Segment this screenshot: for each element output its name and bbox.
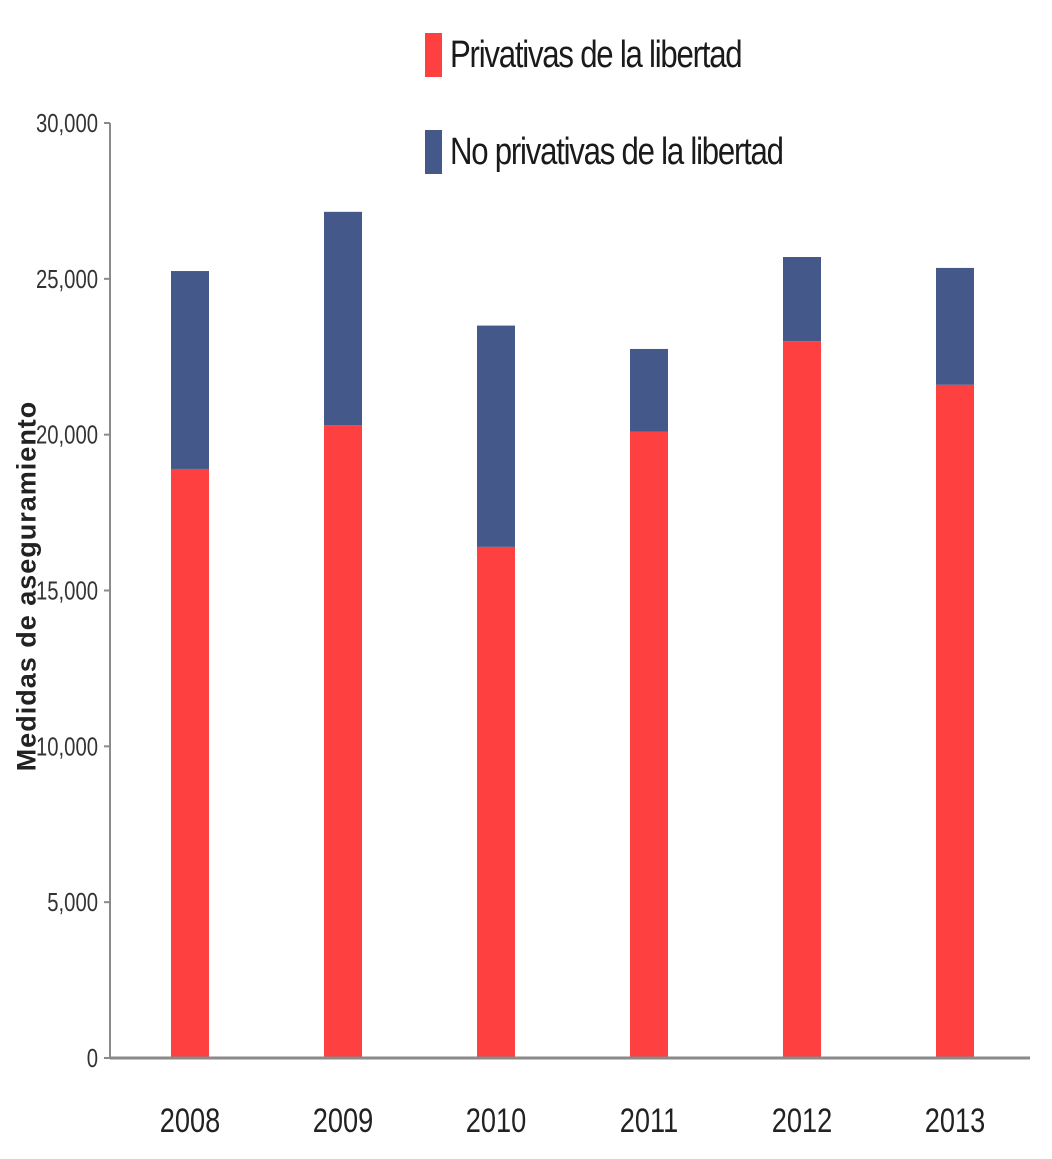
y-tick-label: 20,000 — [36, 420, 98, 449]
bar-privativas — [936, 384, 974, 1058]
y-tick-label: 25,000 — [36, 264, 98, 293]
y-tick-label: 30,000 — [36, 109, 98, 138]
x-tick-label: 2013 — [925, 1101, 985, 1140]
bar-privativas — [630, 431, 668, 1058]
y-tick-label: 5,000 — [47, 888, 98, 917]
x-tick-label: 2010 — [466, 1101, 526, 1140]
x-tick-label: 2012 — [772, 1101, 832, 1140]
y-tick-label: 10,000 — [36, 732, 98, 761]
bar-privativas — [324, 425, 362, 1059]
legend-item-privativas: Privativas de la libertad — [425, 30, 856, 80]
y-tick-label: 15,000 — [36, 576, 98, 605]
x-tick-label: 2009 — [313, 1101, 373, 1140]
bar-no-privativas — [936, 267, 974, 385]
legend-swatch-no-privativas — [425, 130, 442, 174]
legend-label-privativas: Privativas de la libertad — [450, 33, 743, 76]
y-axis-title: Medidas de aseguramiento — [11, 400, 42, 772]
bar-no-privativas — [477, 325, 515, 547]
bar-privativas — [783, 341, 821, 1059]
bar-no-privativas — [171, 271, 209, 469]
y-tick-label: 0 — [87, 1044, 98, 1073]
legend-swatch-privativas — [425, 33, 442, 77]
legend-label-no-privativas: No privativas de la libertad — [450, 130, 784, 173]
bar-no-privativas — [630, 348, 668, 432]
bar-no-privativas — [324, 211, 362, 426]
bar-privativas — [477, 546, 515, 1058]
bar-privativas — [171, 468, 209, 1058]
x-tick-label: 2008 — [160, 1101, 220, 1140]
legend: Privativas de la libertad No privativas … — [425, 30, 856, 224]
legend-item-no-privativas: No privativas de la libertad — [425, 127, 856, 177]
bar-no-privativas — [783, 257, 821, 342]
x-tick-label: 2011 — [620, 1101, 678, 1140]
